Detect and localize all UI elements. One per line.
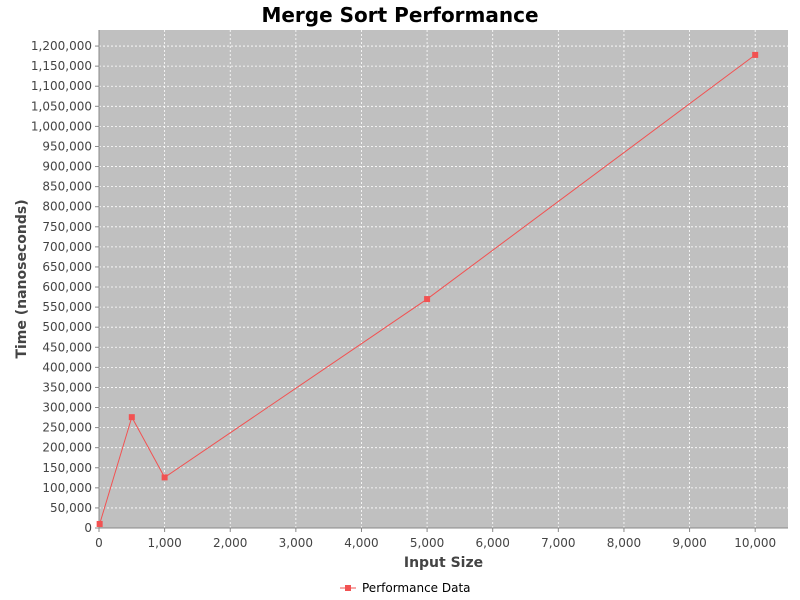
- y-axis-title: Time (nanoseconds): [14, 199, 30, 358]
- x-tick-label: 10,000: [734, 536, 776, 550]
- y-tick-label: 950,000: [42, 139, 92, 153]
- legend-label: Performance Data: [362, 581, 471, 595]
- y-tick-label: 1,200,000: [31, 39, 92, 53]
- y-tick-label: 200,000: [42, 441, 92, 455]
- y-tick-label: 50,000: [50, 501, 92, 515]
- y-tick-label: 350,000: [42, 380, 92, 394]
- y-tick-label: 300,000: [42, 401, 92, 415]
- x-tick-label: 5,000: [410, 536, 444, 550]
- x-tick-label: 0: [95, 536, 103, 550]
- data-point: [424, 296, 431, 303]
- x-tick-label: 6,000: [476, 536, 510, 550]
- y-tick-label: 1,150,000: [31, 59, 92, 73]
- y-tick-label: 1,000,000: [31, 119, 92, 133]
- x-tick-label: 1,000: [147, 536, 181, 550]
- y-tick-label: 900,000: [42, 160, 92, 174]
- y-tick-label: 700,000: [42, 240, 92, 254]
- data-point: [96, 520, 103, 527]
- x-tick-label: 2,000: [213, 536, 247, 550]
- y-tick-label: 600,000: [42, 280, 92, 294]
- y-tick-label: 550,000: [42, 300, 92, 314]
- x-tick-label: 7,000: [541, 536, 575, 550]
- x-tick-label: 9,000: [672, 536, 706, 550]
- y-tick-label: 850,000: [42, 180, 92, 194]
- chart-title: Merge Sort Performance: [261, 3, 538, 27]
- y-tick-label: 800,000: [42, 200, 92, 214]
- y-tick-label: 1,050,000: [31, 99, 92, 113]
- legend-marker: [345, 585, 351, 591]
- x-tick-label: 8,000: [607, 536, 641, 550]
- y-tick-label: 450,000: [42, 340, 92, 354]
- x-tick-label: 4,000: [344, 536, 378, 550]
- legend: Performance Data: [340, 581, 471, 595]
- x-tick-label: 3,000: [279, 536, 313, 550]
- data-point: [752, 51, 759, 58]
- grid-lines: [98, 30, 788, 529]
- series-layer: [96, 51, 759, 527]
- y-tick-label: 1,100,000: [31, 79, 92, 93]
- y-tick-label: 250,000: [42, 421, 92, 435]
- y-tick-label: 0: [84, 521, 92, 535]
- y-tick-label: 100,000: [42, 481, 92, 495]
- axes: 0 1,000 2,000 3,000 4,000 5,000 6,000 7,000 8,00…: [31, 30, 788, 550]
- data-point: [161, 474, 168, 481]
- y-tick-label: 650,000: [42, 260, 92, 274]
- plot-area: [99, 30, 788, 528]
- y-tick-label: 400,000: [42, 360, 92, 374]
- y-tick-label: 150,000: [42, 461, 92, 475]
- data-point: [128, 414, 135, 421]
- y-tick-label: 750,000: [42, 220, 92, 234]
- y-tick-label: 500,000: [42, 320, 92, 334]
- x-axis-title: Input Size: [404, 555, 483, 571]
